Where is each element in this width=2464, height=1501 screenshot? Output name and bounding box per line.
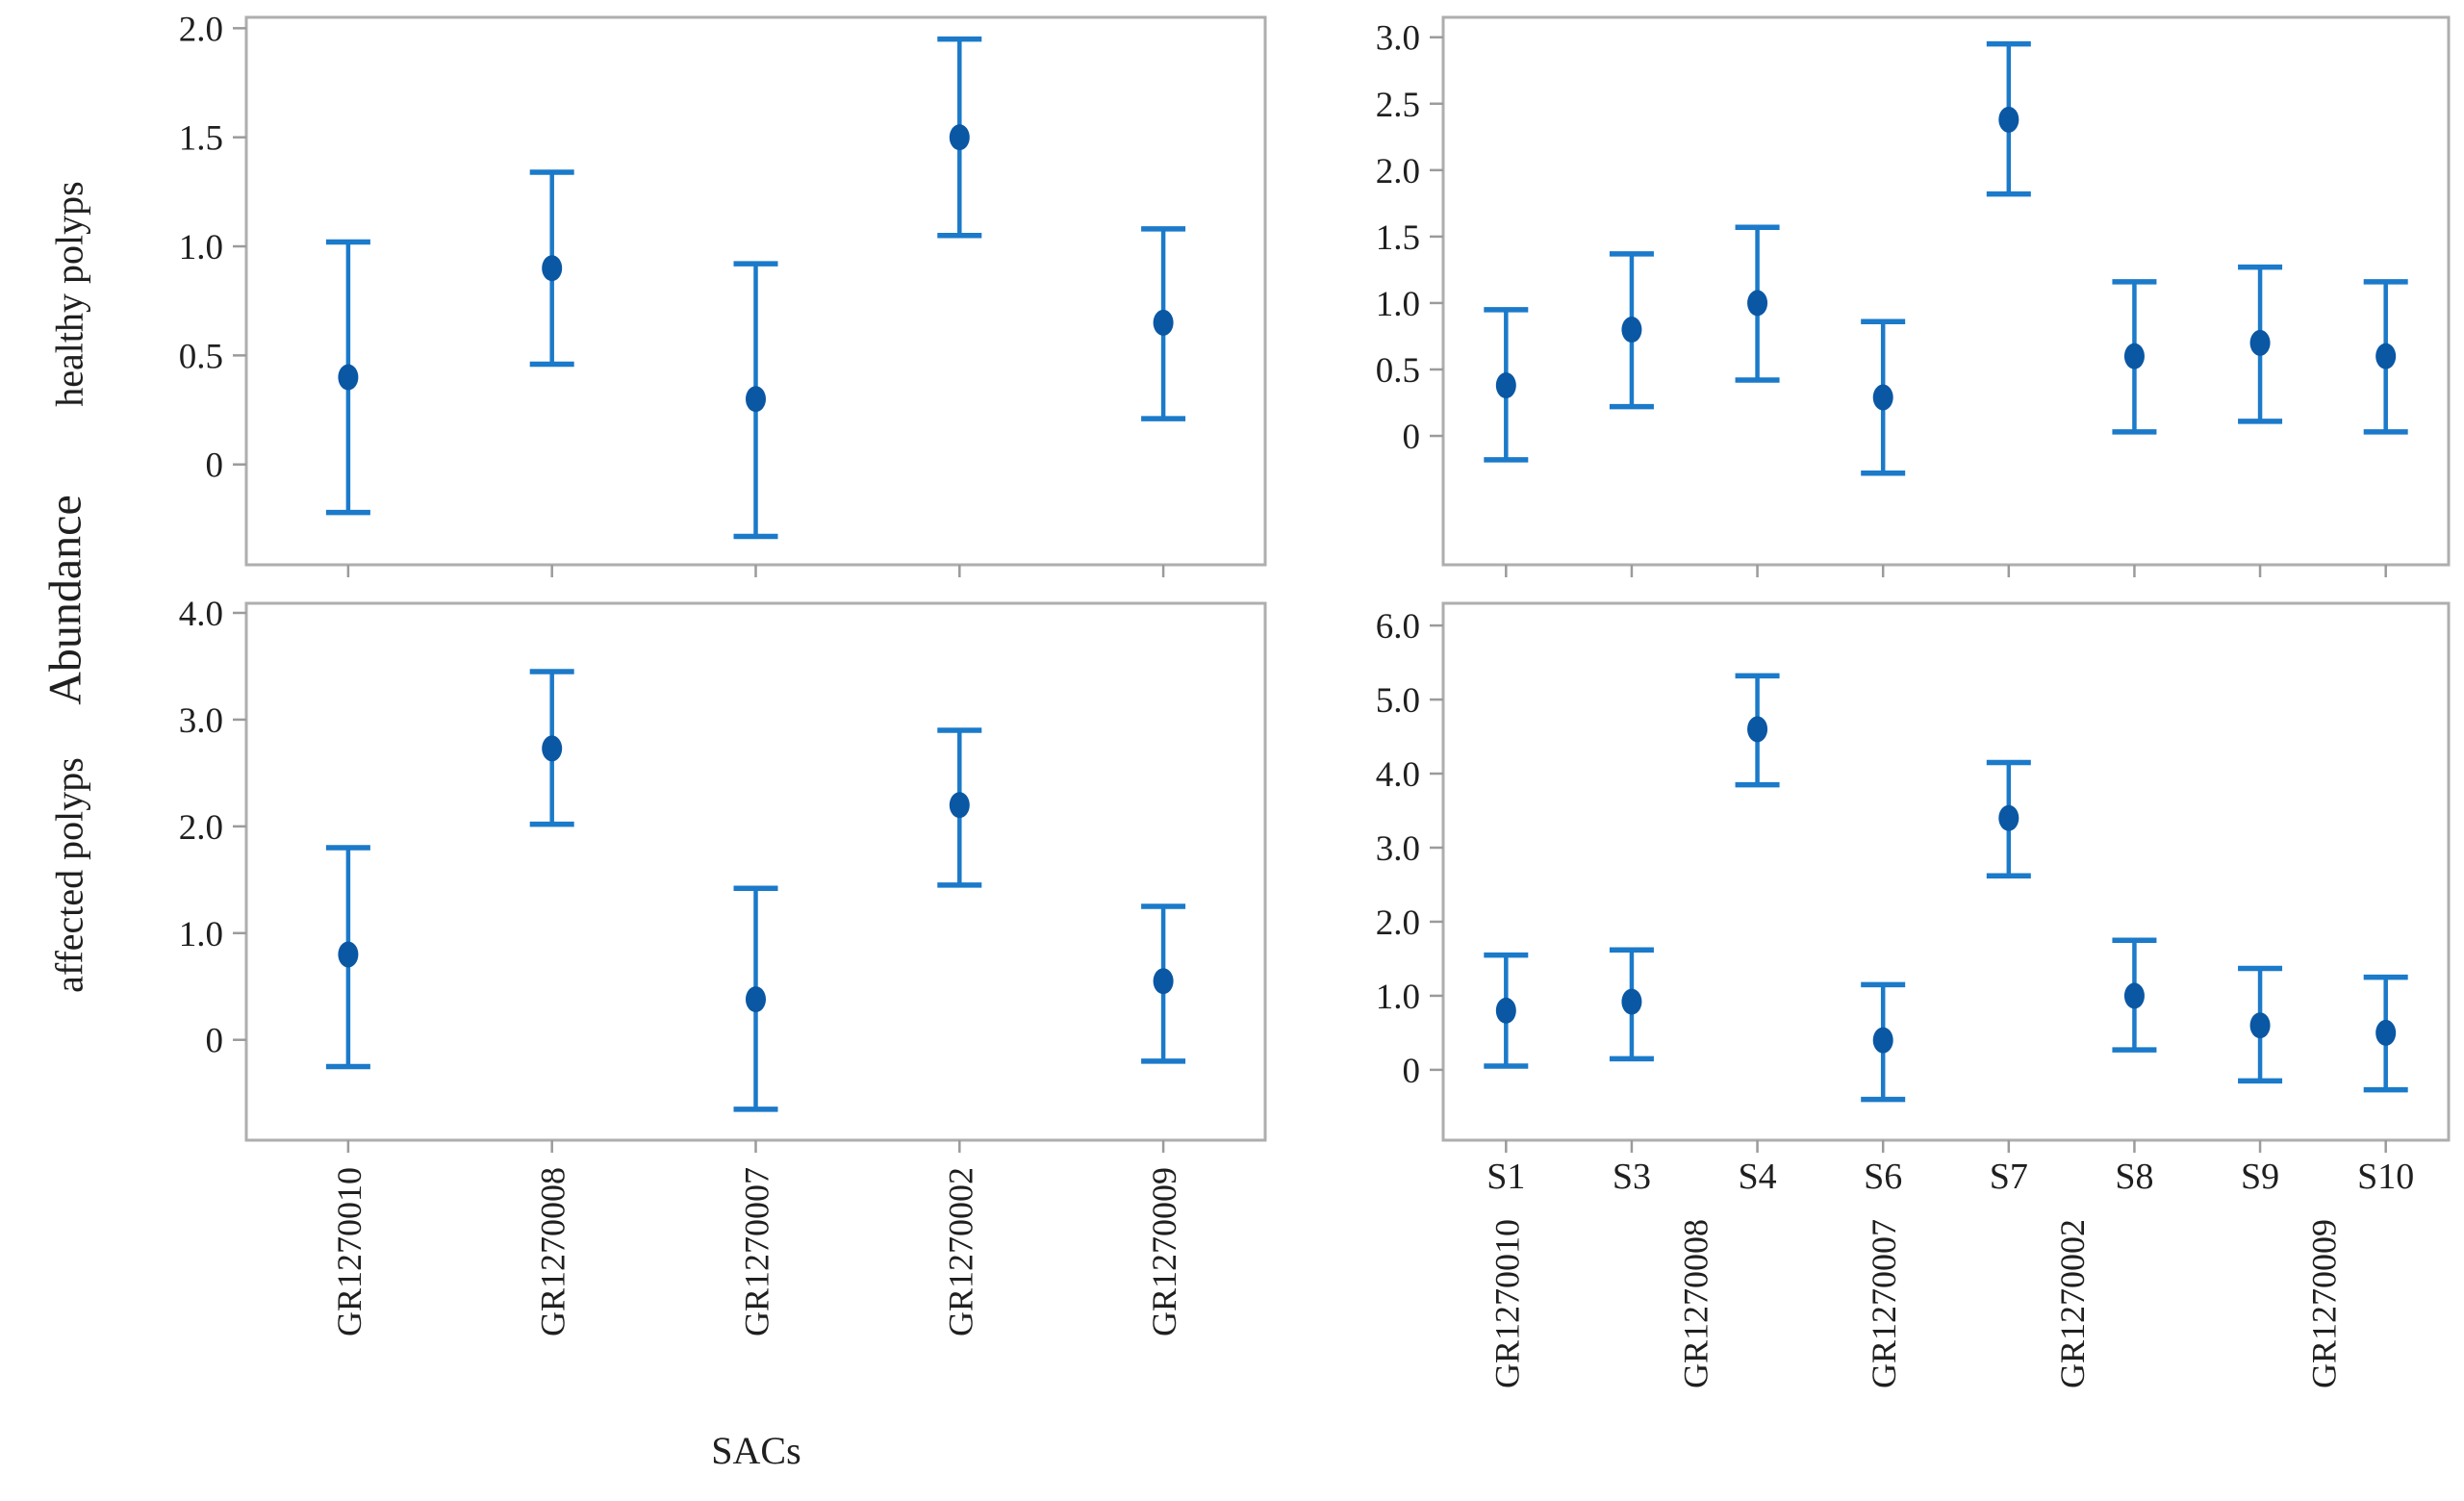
y-tick-label: 0 [206,446,224,486]
x-station-label: S7 [1990,1157,2028,1197]
data-point-marker [1153,309,1174,336]
x-station-label: S3 [1613,1157,1651,1197]
x-group-label: GR1270009 [2304,1219,2343,1388]
data-point-marker [2123,343,2145,369]
y-tick-label: 2.5 [1376,86,1420,125]
x-category-label: GR1270002 [941,1167,979,1336]
panel-y-label-healthy-polyps: healthy polyps [47,181,91,407]
x-category-label: GR1270009 [1145,1167,1183,1336]
x-axis-title-sacs: SACs [711,1429,801,1472]
data-point-marker [949,792,970,819]
y-tick-label: 3.0 [1376,829,1420,869]
y-tick-label: 6.0 [1376,607,1420,647]
data-point-marker [2249,1012,2271,1039]
data-point-marker [949,124,970,151]
data-point-marker [1621,988,1642,1015]
y-tick-label: 0.5 [179,337,223,376]
x-station-label: S9 [2241,1157,2279,1197]
y-tick-label: 1.5 [179,119,223,159]
x-station-label: S8 [2115,1157,2153,1197]
y-tick-label: 1.0 [1376,285,1420,324]
data-point-marker [338,364,359,391]
data-point-marker [542,735,563,762]
data-point-marker [1495,372,1516,399]
data-point-marker [2375,343,2397,369]
y-tick-label: 1.0 [1376,978,1420,1017]
data-point-marker [2123,982,2145,1009]
panel-y-label-affected-polyps: affected polyps [47,757,91,993]
y-tick-label: 1.5 [1376,218,1420,258]
data-point-marker [1495,997,1516,1024]
y-tick-label: 0 [1403,418,1421,457]
data-point-marker [1998,106,2019,133]
x-category-label: GR1270008 [534,1167,572,1336]
panel-healthy-polyps-by-sac: 0 0.5 1.0 1.5 2.0 [179,10,1267,577]
y-tick-label: 2.0 [179,808,223,848]
y-tick-label: 1.0 [179,915,223,954]
y-tick-label: 3.0 [1376,19,1420,59]
data-point-marker [1998,804,2019,831]
panel-affected-polyps-by-sac: 0 1.0 2.0 3.0 4.0 GR1270010 GR1270008 GR1270007… [179,595,1267,1336]
y-tick-label: 4.0 [179,595,223,634]
x-group-label: GR1270008 [1676,1219,1715,1388]
y-tick-label: 2.0 [1376,152,1420,191]
data-point-marker [2375,1019,2397,1046]
y-tick-label: 5.0 [1376,681,1420,721]
y-tick-label: 2.0 [1376,903,1420,943]
data-point-marker [338,941,359,968]
x-station-label: S6 [1864,1157,1902,1197]
y-tick-label: 0.5 [1376,351,1420,391]
data-point-marker [1872,1027,1893,1054]
x-category-label: GR1270007 [738,1167,776,1336]
data-point-marker [1153,968,1174,995]
y-tick-label: 4.0 [1376,755,1420,795]
panel-affected-polyps-by-station: 0 1.0 2.0 3.0 4.0 5.0 6.0 S1 S3 S4 S6 S7 S8 S9 S10 GR12… [1376,601,2451,1388]
y-tick-label: 0 [206,1022,224,1061]
data-point-marker [542,255,563,282]
x-group-label: GR1270002 [2053,1219,2092,1388]
x-category-label: GR1270010 [330,1167,368,1336]
data-point-marker [1872,384,1893,411]
data-point-marker [746,386,766,413]
x-station-label: S1 [1486,1157,1525,1197]
panel-border [1441,15,2451,567]
x-group-label: GR1270007 [1865,1219,1903,1388]
x-group-label: GR1270010 [1487,1219,1526,1388]
x-station-label: S4 [1738,1157,1776,1197]
data-point-marker [1747,716,1768,743]
data-point-marker [746,986,766,1013]
x-station-label: S10 [2357,1157,2414,1197]
y-tick-label: 2.0 [179,10,223,49]
y-tick-label: 0 [1403,1052,1421,1091]
y-axis-title: Abundance [39,495,91,705]
y-tick-label: 3.0 [179,701,223,741]
panel-border [1441,601,2451,1142]
data-point-marker [2249,329,2271,356]
panel-healthy-polyps-by-station: 0 0.5 1.0 1.5 2.0 2.5 3.0 [1376,15,2451,577]
data-point-marker [1621,317,1642,343]
y-tick-label: 1.0 [179,228,223,267]
data-point-marker [1747,290,1768,317]
